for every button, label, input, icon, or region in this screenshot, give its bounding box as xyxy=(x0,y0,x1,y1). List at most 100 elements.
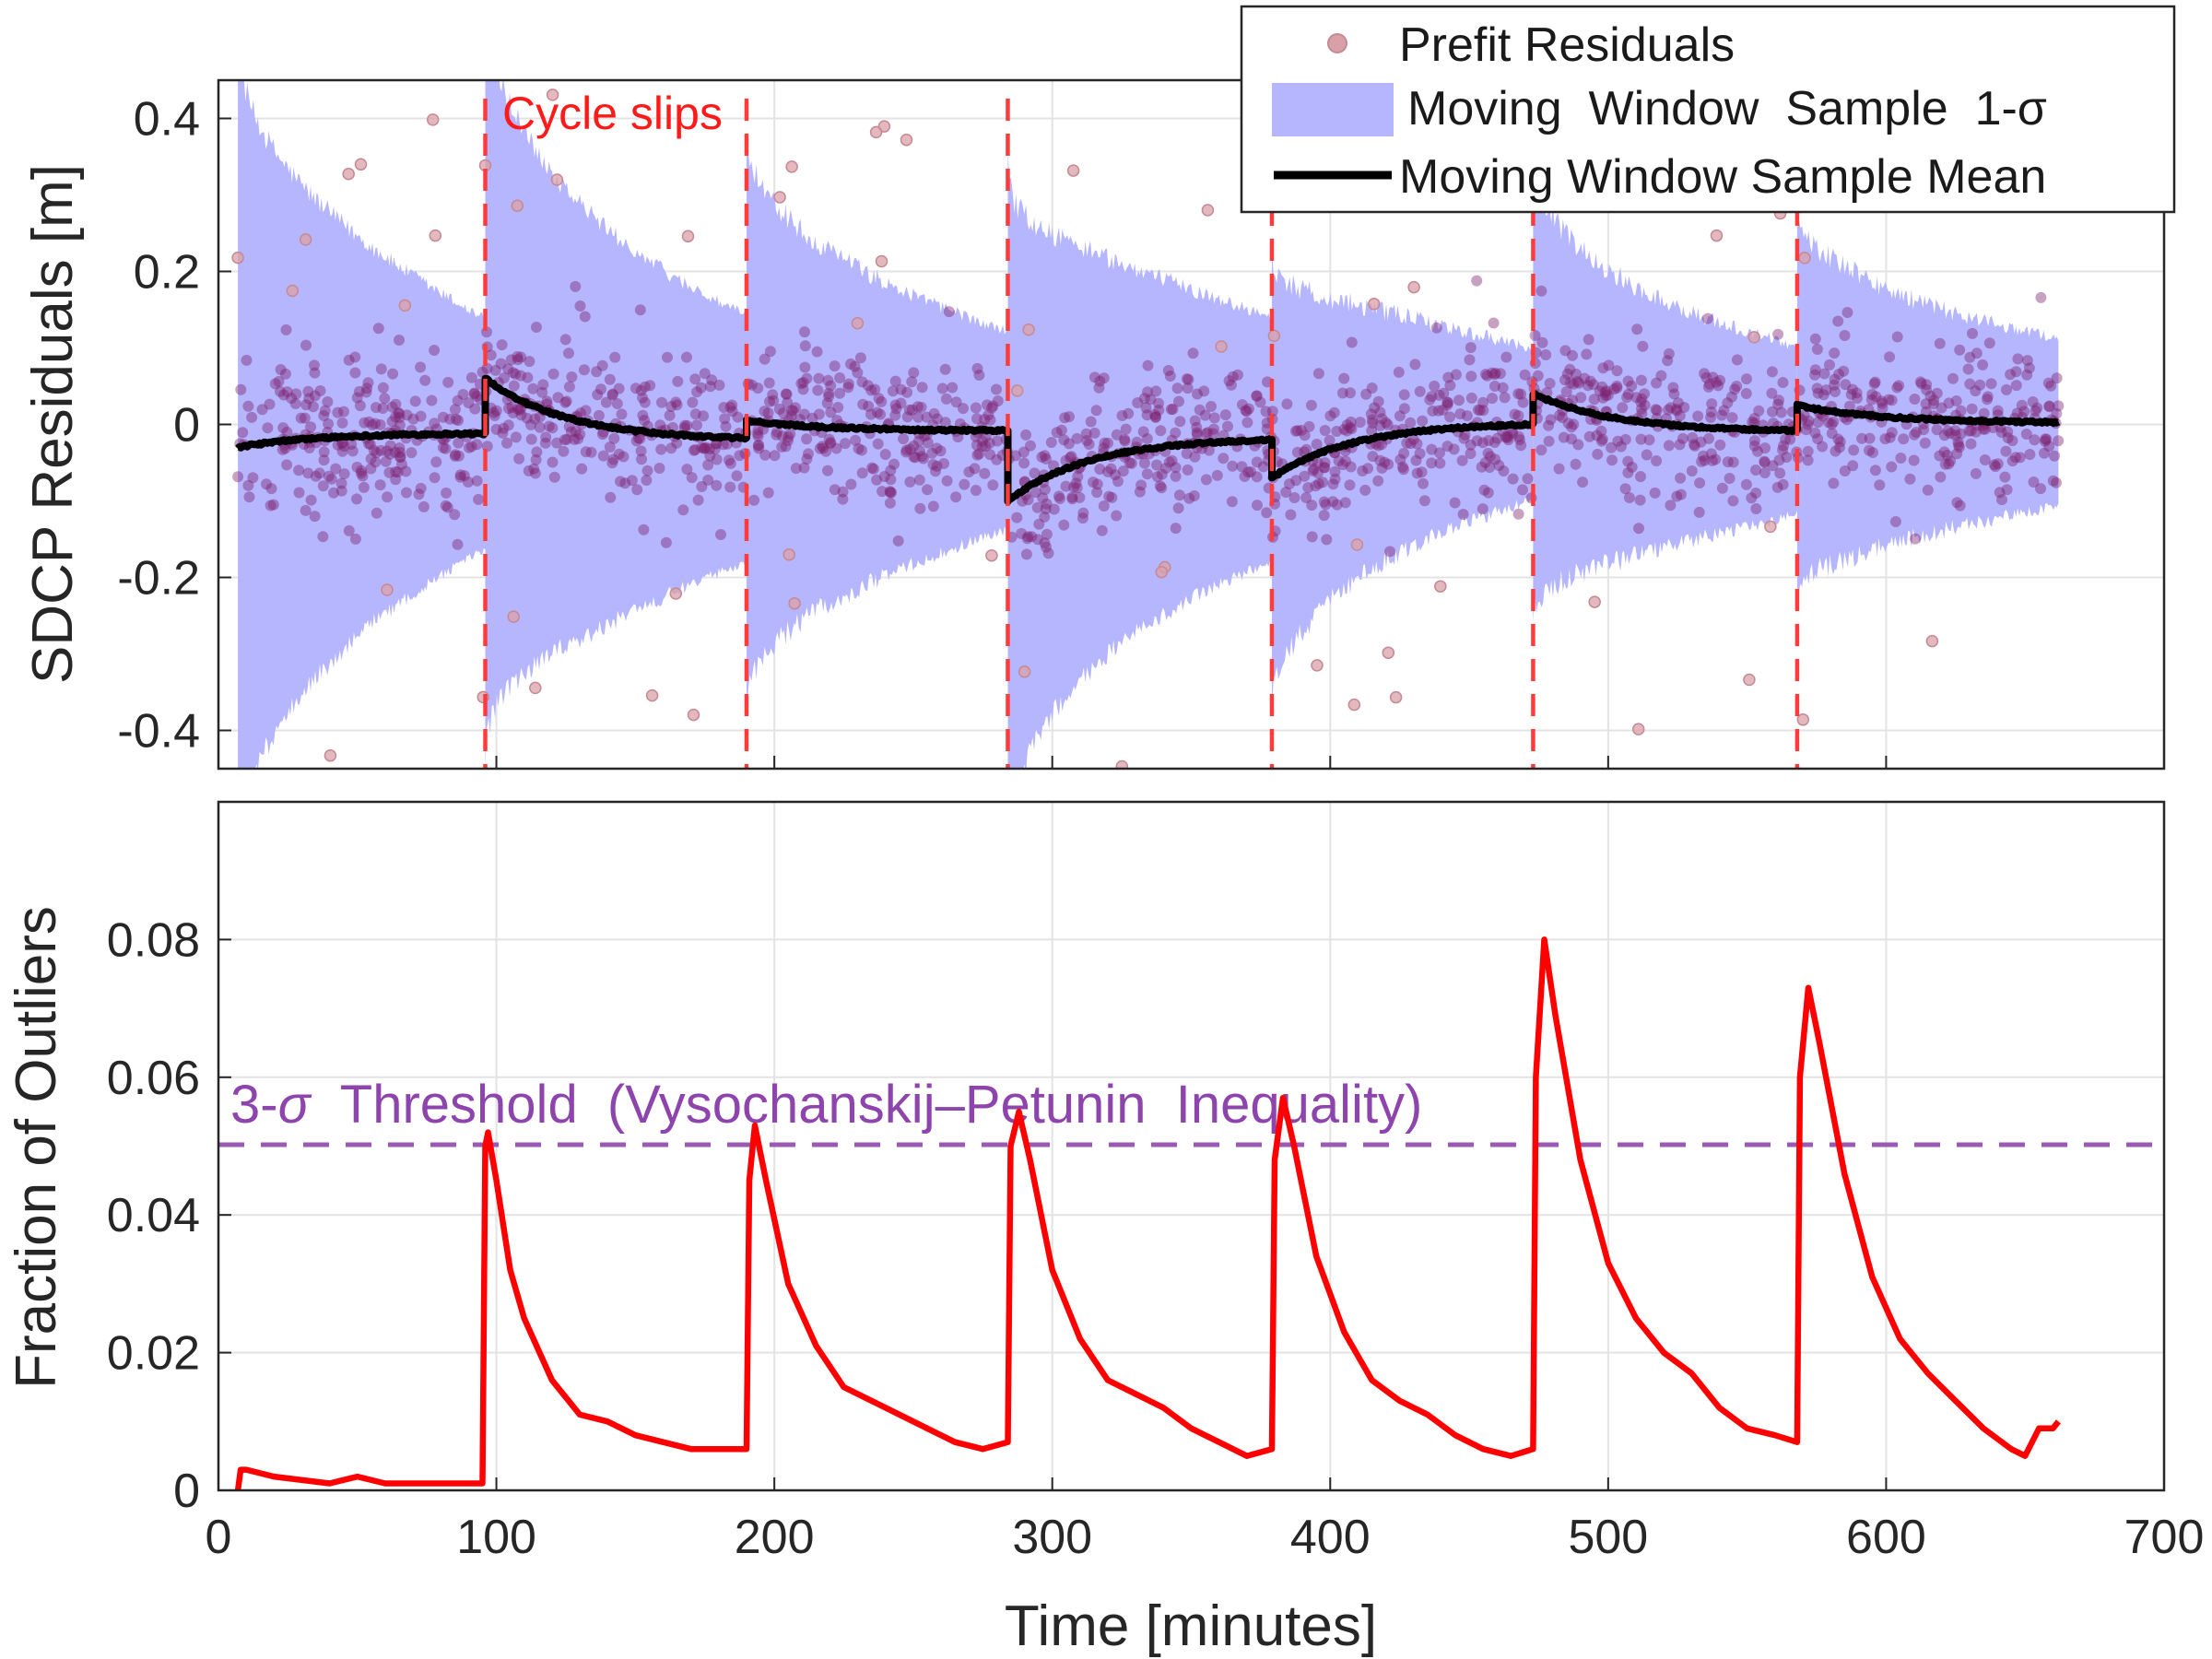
prefit-residual-point xyxy=(502,403,514,415)
prefit-residual-point xyxy=(635,384,647,396)
prefit-residual-point xyxy=(1702,381,1714,393)
prefit-residual-point xyxy=(1187,347,1199,359)
prefit-residual-point xyxy=(825,438,836,450)
prefit-residual-point xyxy=(506,401,518,413)
prefit-residual-point xyxy=(1338,423,1350,435)
prefit-residual-point xyxy=(1022,531,1034,543)
prefit-residual-point xyxy=(1581,348,1593,360)
prefit-residual-point xyxy=(1331,426,1343,437)
prefit-residual-point xyxy=(1529,330,1541,341)
prefit-residual-point xyxy=(1009,450,1021,462)
prefit-residual-point xyxy=(559,334,571,346)
prefit-residual-point xyxy=(1444,380,1456,392)
prefit-residual-point xyxy=(498,422,510,434)
prefit-residual-point xyxy=(1848,444,1860,456)
prefit-residual-point xyxy=(1474,405,1486,417)
prefit-residual-point xyxy=(300,399,312,411)
prefit-residual-point xyxy=(1568,378,1580,390)
prefit-residual-point xyxy=(1080,428,1092,440)
prefit-residual-point xyxy=(637,409,649,421)
prefit-residual-point xyxy=(1131,436,1143,448)
prefit-residual-point xyxy=(563,381,575,393)
prefit-residual-point xyxy=(429,345,441,356)
prefit-residual-point xyxy=(922,484,934,496)
prefit-residual-point xyxy=(1098,500,1110,512)
prefit-residual-point xyxy=(1162,365,1174,376)
prefit-residual-point xyxy=(596,429,608,441)
prefit-residual-point xyxy=(490,423,502,435)
prefit-residual-point xyxy=(1306,531,1318,543)
prefit-residual-point xyxy=(539,437,551,449)
prefit-residual-point xyxy=(497,427,509,439)
prefit-residual-point xyxy=(1869,465,1881,477)
prefit-residual-point xyxy=(798,462,810,474)
prefit-residual-point xyxy=(1699,368,1711,380)
prefit-residual-point xyxy=(886,487,898,499)
prefit-residual-point xyxy=(1935,471,1947,483)
prefit-residual-point xyxy=(1951,497,1963,509)
prefit-residual-point xyxy=(1480,369,1491,380)
prefit-residual-point xyxy=(1022,494,1034,506)
prefit-residual-point xyxy=(537,379,549,391)
prefit-residual-point xyxy=(926,447,938,459)
prefit-residual-point xyxy=(801,453,813,465)
prefit-residual-point xyxy=(679,419,691,431)
prefit-residual-point xyxy=(1060,454,1072,466)
prefit-residual-point xyxy=(1622,466,1634,478)
prefit-residual-point xyxy=(820,445,832,457)
prefit-residual-point xyxy=(1156,482,1168,494)
prefit-residual-point xyxy=(1260,406,1272,418)
prefit-residual-point xyxy=(1112,476,1124,488)
prefit-residual-point xyxy=(1494,368,1506,380)
prefit-residual-point xyxy=(1053,490,1065,502)
prefit-residual-point xyxy=(1016,527,1028,539)
prefit-residual-point xyxy=(1714,374,1726,386)
prefit-residual-point xyxy=(782,431,794,443)
prefit-residual-point xyxy=(246,411,258,423)
prefit-residual-point xyxy=(1716,482,1728,494)
prefit-residual-point xyxy=(243,491,255,503)
prefit-residual-point xyxy=(1970,426,1982,438)
prefit-residual-point xyxy=(1312,467,1324,479)
prefit-residual-point xyxy=(440,500,452,512)
prefit-residual-point xyxy=(1832,433,1844,445)
prefit-residual-point xyxy=(903,404,915,416)
prefit-residual-point xyxy=(1200,474,1212,486)
prefit-residual-point xyxy=(1834,436,1846,448)
prefit-residual-point xyxy=(817,441,829,453)
prefit-residual-point xyxy=(606,457,618,469)
prefit-residual-point xyxy=(426,113,440,126)
prefit-residual-point xyxy=(371,447,382,459)
prefit-residual-point xyxy=(1851,387,1863,399)
prefit-residual-point xyxy=(615,476,626,488)
prefit-residual-point xyxy=(1138,457,1150,469)
prefit-residual-point xyxy=(1070,477,1082,489)
prefit-residual-point xyxy=(986,402,997,414)
prefit-residual-point xyxy=(413,488,425,500)
prefit-residual-point xyxy=(394,419,406,431)
prefit-residual-point xyxy=(2016,399,2028,411)
prefit-residual-point xyxy=(1099,437,1111,449)
outlier-line-layer xyxy=(234,936,2061,1490)
prefit-residual-point xyxy=(1995,427,2007,438)
prefit-residual-point xyxy=(850,434,862,446)
sigma-band-segment-2 xyxy=(747,134,1008,707)
prefit-residual-point xyxy=(1909,394,1921,405)
prefit-residual-point xyxy=(669,587,683,600)
prefit-residual-point xyxy=(1748,413,1760,424)
prefit-residual-point xyxy=(982,409,994,421)
prefit-residual-point xyxy=(1864,444,1875,456)
prefit-residual-point xyxy=(822,465,833,477)
prefit-residual-point xyxy=(488,410,500,421)
prefit-residual-point xyxy=(1967,327,1978,339)
prefit-residual-point xyxy=(371,402,382,414)
prefit-residual-point xyxy=(1396,461,1408,473)
prefit-residual-point xyxy=(1357,465,1369,477)
prefit-residual-point xyxy=(1458,432,1470,444)
prefit-residual-point xyxy=(511,199,524,212)
prefit-residual-point xyxy=(1319,457,1331,468)
prefit-residual-point xyxy=(309,359,320,371)
prefit-residual-point xyxy=(1414,448,1426,460)
prefit-residual-point xyxy=(1951,448,1963,460)
prefit-residual-point xyxy=(856,376,868,388)
